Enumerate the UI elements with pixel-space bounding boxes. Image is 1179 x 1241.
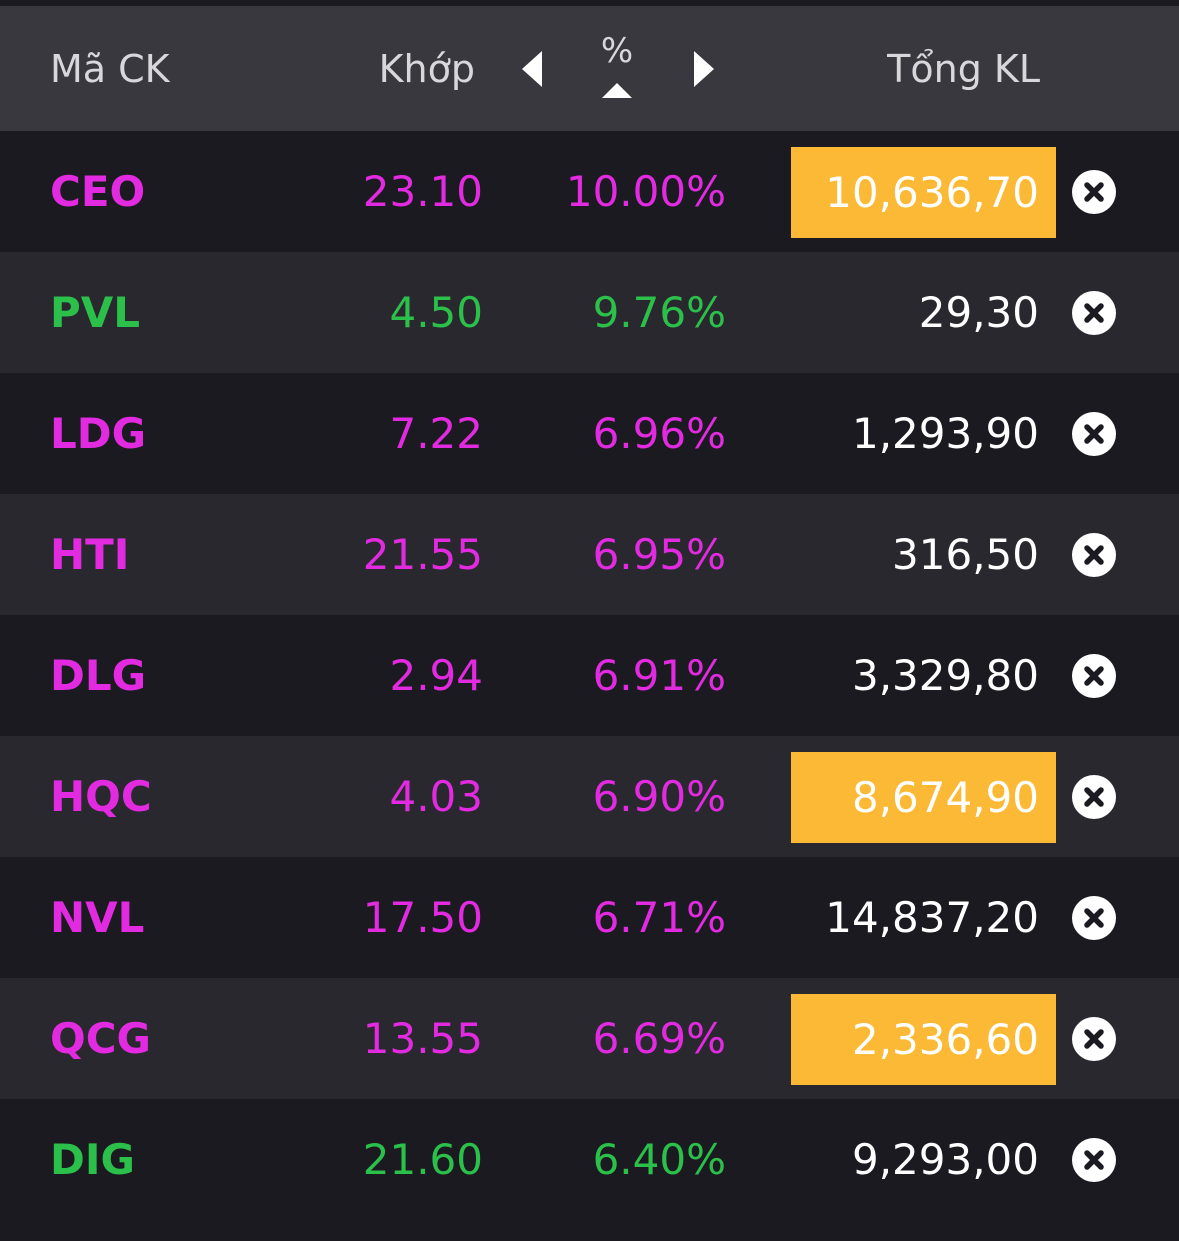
volume-cell: 9,293,00 xyxy=(791,1099,1056,1220)
total-volume: 316,50 xyxy=(892,530,1039,579)
stock-row[interactable]: CEO 23.10 10.00% 10,636,70 xyxy=(0,131,1179,252)
percent-change: 6.95% xyxy=(592,530,726,579)
remove-button[interactable] xyxy=(1072,533,1116,577)
percent-change: 6.69% xyxy=(592,1014,726,1063)
total-volume: 1,293,90 xyxy=(851,409,1039,458)
total-volume: 3,329,80 xyxy=(851,651,1039,700)
total-volume: 8,674,90 xyxy=(851,773,1039,822)
total-volume: 9,293,00 xyxy=(851,1135,1039,1184)
volume-highlight: 2,336,60 xyxy=(791,994,1056,1085)
match-price: 21.55 xyxy=(362,530,483,579)
stock-row[interactable]: DIG 21.60 6.40% 9,293,00 xyxy=(0,1099,1179,1220)
volume-cell: 3,329,80 xyxy=(791,615,1056,736)
match-price: 17.50 xyxy=(362,893,483,942)
volume-highlight: 8,674,90 xyxy=(791,752,1056,843)
top-strip xyxy=(0,0,1179,6)
percent-change: 6.71% xyxy=(592,893,726,942)
remove-button[interactable] xyxy=(1072,412,1116,456)
close-icon xyxy=(1084,787,1104,807)
close-icon xyxy=(1084,303,1104,323)
percent-change: 6.91% xyxy=(592,651,726,700)
header-pct: % xyxy=(600,31,634,71)
stock-code[interactable]: QCG xyxy=(50,1014,152,1063)
triangle-left-icon xyxy=(522,50,542,87)
stock-code[interactable]: HTI xyxy=(50,530,130,579)
remove-button[interactable] xyxy=(1072,654,1116,698)
volume-highlight: 10,636,70 xyxy=(791,147,1056,238)
match-price: 21.60 xyxy=(362,1135,483,1184)
total-volume: 14,837,20 xyxy=(825,893,1039,942)
close-icon xyxy=(1084,1150,1104,1170)
header-code[interactable]: Mã CK xyxy=(50,46,170,91)
stock-code[interactable]: DIG xyxy=(50,1135,135,1184)
stock-row[interactable]: DLG 2.94 6.91% 3,329,80 xyxy=(0,615,1179,736)
percent-change: 6.90% xyxy=(592,772,726,821)
sort-ascending-icon xyxy=(602,83,632,98)
volume-cell: 14,837,20 xyxy=(791,857,1056,978)
stock-code[interactable]: CEO xyxy=(50,167,146,216)
volume-cell: 29,30 xyxy=(791,252,1056,373)
stock-row[interactable]: PVL 4.50 9.76% 29,30 xyxy=(0,252,1179,373)
close-icon xyxy=(1084,545,1104,565)
close-icon xyxy=(1084,424,1104,444)
match-price: 4.50 xyxy=(389,288,483,337)
stock-code[interactable]: HQC xyxy=(50,772,152,821)
remove-button[interactable] xyxy=(1072,1017,1116,1061)
remove-button[interactable] xyxy=(1072,896,1116,940)
table-header: Mã CK Khớp % Tổng KL xyxy=(0,6,1179,131)
total-volume: 29,30 xyxy=(918,288,1039,337)
triangle-right-icon xyxy=(694,50,714,87)
total-volume: 2,336,60 xyxy=(851,1015,1039,1064)
remove-button[interactable] xyxy=(1072,291,1116,335)
match-price: 13.55 xyxy=(362,1014,483,1063)
header-pct-sort[interactable]: % xyxy=(580,6,654,131)
column-prev-button[interactable] xyxy=(518,6,548,131)
column-next-button[interactable] xyxy=(688,6,718,131)
header-price[interactable]: Khớp xyxy=(378,46,475,91)
stock-code[interactable]: DLG xyxy=(50,651,147,700)
stock-row[interactable]: HQC 4.03 6.90% 8,674,90 xyxy=(0,736,1179,857)
close-icon xyxy=(1084,182,1104,202)
percent-change: 9.76% xyxy=(592,288,726,337)
stock-list: CEO 23.10 10.00% 10,636,70 PVL 4.50 9.76% 29,30… xyxy=(0,131,1179,1220)
percent-change: 10.00% xyxy=(565,167,726,216)
stock-row[interactable]: QCG 13.55 6.69% 2,336,60 xyxy=(0,978,1179,1099)
match-price: 7.22 xyxy=(389,409,483,458)
remove-button[interactable] xyxy=(1072,775,1116,819)
stock-code[interactable]: NVL xyxy=(50,893,145,942)
close-icon xyxy=(1084,908,1104,928)
total-volume: 10,636,70 xyxy=(825,168,1039,217)
match-price: 2.94 xyxy=(389,651,483,700)
match-price: 4.03 xyxy=(389,772,483,821)
percent-change: 6.96% xyxy=(592,409,726,458)
close-icon xyxy=(1084,666,1104,686)
stock-row[interactable]: NVL 17.50 6.71% 14,837,20 xyxy=(0,857,1179,978)
percent-change: 6.40% xyxy=(592,1135,726,1184)
stock-code[interactable]: LDG xyxy=(50,409,147,458)
remove-button[interactable] xyxy=(1072,170,1116,214)
volume-cell: 316,50 xyxy=(791,494,1056,615)
match-price: 23.10 xyxy=(362,167,483,216)
header-volume[interactable]: Tổng KL xyxy=(887,46,1040,91)
remove-button[interactable] xyxy=(1072,1138,1116,1182)
volume-cell: 1,293,90 xyxy=(791,373,1056,494)
stock-row[interactable]: HTI 21.55 6.95% 316,50 xyxy=(0,494,1179,615)
stock-code[interactable]: PVL xyxy=(50,288,141,337)
stock-row[interactable]: LDG 7.22 6.96% 1,293,90 xyxy=(0,373,1179,494)
close-icon xyxy=(1084,1029,1104,1049)
